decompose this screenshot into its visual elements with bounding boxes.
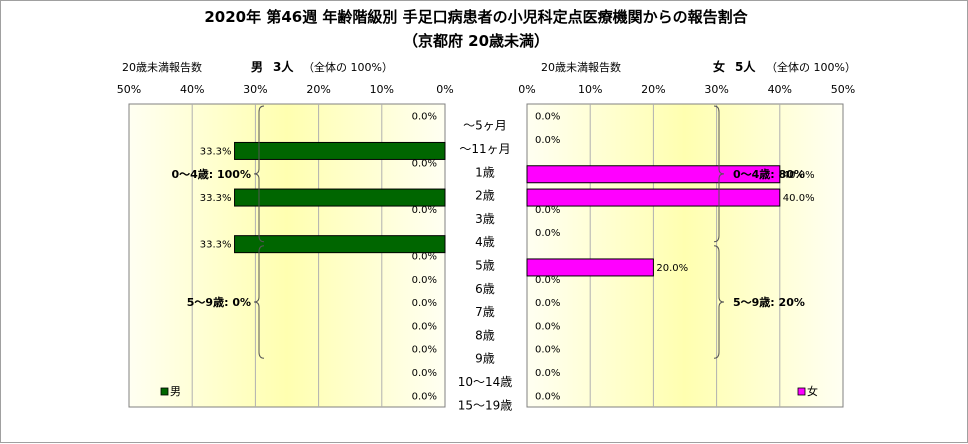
male-group-bracket [253, 105, 265, 243]
male-group-label: 0～4歳: 100% [171, 167, 251, 181]
age-category-label: ～5ヶ月 [463, 119, 507, 133]
male-value-label: 33.3% [200, 240, 232, 251]
male-legend-label: 男 [170, 385, 181, 398]
male-value-label: 0.0% [412, 368, 437, 379]
male-value-labels: 0.0% 33.3% 0.0% 33.3% 0.0% 33.3% 0.0% 0.0% 0.0% 0… [200, 112, 437, 403]
female-panel: 0% 10% 20% 30% 40% 50% 0.0%0.0%40.0%40.0%0.0%… [518, 83, 855, 408]
female-value-label: 0.0% [535, 391, 560, 402]
male-tick-label: 10% [370, 83, 394, 96]
female-group-label: 0～4歳: 80% [733, 167, 805, 181]
female-tick-label: 30% [704, 83, 728, 96]
left-header-note: （全体の 100%） [303, 60, 393, 74]
left-header-count: 3人 [273, 59, 294, 74]
male-tick-label: 0% [436, 83, 453, 96]
male-tick-label: 50% [117, 83, 141, 96]
female-bar [526, 258, 654, 277]
age-category-label: 5歳 [475, 258, 495, 272]
female-group-bracket [713, 105, 725, 243]
female-bar [526, 165, 781, 184]
right-header-count: 5人 [735, 59, 756, 74]
age-category-label: 4歳 [475, 235, 495, 249]
male-value-label: 33.3% [200, 146, 232, 157]
female-value-labels: 0.0% 0.0% 40.0% 40.0% 0.0% 0.0% 20.0% 0.0% 0.0% 0… [535, 112, 815, 403]
male-value-label: 0.0% [412, 158, 437, 169]
female-tick-label: 40% [768, 83, 792, 96]
male-legend-swatch [160, 387, 169, 396]
age-category-label: 1歳 [475, 165, 495, 179]
right-header-sex: 女 [713, 59, 725, 74]
male-value-label: 0.0% [412, 112, 437, 123]
male-bar [234, 235, 446, 254]
age-category-label: 6歳 [475, 282, 495, 296]
male-bar [234, 188, 446, 207]
male-value-label: 0.0% [412, 275, 437, 286]
male-tick-label: 30% [243, 83, 267, 96]
left-header-sex: 男 [251, 60, 263, 74]
male-tick-label: 40% [180, 83, 204, 96]
male-axis-ticks: 50% 40% 30% 20% 10% 0% [117, 83, 454, 96]
female-value-label: 0.0% [535, 298, 560, 309]
male-value-label: 0.0% [412, 298, 437, 309]
male-group-label: 5～9歳: 0% [187, 295, 251, 309]
female-bar [526, 188, 781, 207]
female-value-label: 0.0% [535, 275, 560, 286]
female-value-label: 0.0% [535, 205, 560, 216]
male-value-label: 0.0% [412, 321, 437, 332]
age-category-label: 10～14歳 [458, 375, 513, 389]
chart-subtitle: （京都府 20歳未満） [403, 32, 549, 50]
female-value-label: 0.0% [535, 321, 560, 332]
female-group-bracket [713, 245, 725, 359]
female-tick-label: 50% [831, 83, 855, 96]
right-header-note: （全体の 100%） [766, 60, 856, 74]
chart-title: 2020年 第46週 年齢階級別 手足口病患者の小児科定点医療機関からの報告割合 [204, 8, 748, 26]
left-header-label: 20歳未満報告数 [122, 61, 202, 74]
male-age-groups: 0～4歳: 100% 5～9歳: 0% [171, 105, 265, 359]
female-legend-swatch [797, 387, 806, 396]
male-bars [234, 141, 446, 254]
female-value-label: 0.0% [535, 368, 560, 379]
male-panel: 50% 40% 30% 20% 10% 0% 0.0%33.3%0.0%33.3%0.0%… [117, 83, 454, 408]
female-age-groups: 0～4歳: 80% 5～9歳: 20% [713, 105, 805, 359]
age-category-label: 7歳 [475, 305, 495, 319]
female-legend-label: 女 [807, 384, 818, 398]
age-category-label: 8歳 [475, 328, 495, 342]
male-value-label: 0.0% [412, 205, 437, 216]
female-value-label: 40.0% [783, 193, 815, 204]
male-group-bracket [253, 245, 265, 359]
male-value-label: 0.0% [412, 391, 437, 402]
female-tick-label: 0% [518, 83, 535, 96]
female-value-label: 20.0% [656, 263, 688, 274]
age-category-label: ～11ヶ月 [459, 142, 510, 156]
age-category-label: 15～19歳 [458, 398, 513, 412]
age-category-labels: ～5ヶ月 ～11ヶ月 1歳 2歳 3歳 4歳 5歳 6歳 7歳 8歳 9歳 10～14歳 15～19歳 [458, 119, 513, 413]
female-axis-ticks: 0% 10% 20% 30% 40% 50% [518, 83, 855, 96]
male-value-label: 33.3% [200, 193, 232, 204]
male-bar [234, 141, 446, 160]
age-category-label: 9歳 [475, 352, 495, 366]
male-value-label: 0.0% [412, 251, 437, 262]
age-category-label: 2歳 [475, 189, 495, 203]
right-header-label: 20歳未満報告数 [541, 61, 621, 74]
female-value-label: 40.0% [783, 170, 815, 181]
female-value-label: 0.0% [535, 228, 560, 239]
female-value-label: 0.0% [535, 135, 560, 146]
female-value-label: 0.0% [535, 345, 560, 356]
female-tick-label: 20% [641, 83, 665, 96]
female-plot-area [526, 103, 844, 408]
female-tick-label: 10% [578, 83, 602, 96]
female-value-label: 0.0% [535, 112, 560, 123]
male-value-label: 0.0% [412, 345, 437, 356]
female-bars [526, 165, 781, 277]
age-category-label: 3歳 [475, 212, 495, 226]
female-group-label: 5～9歳: 20% [733, 295, 805, 309]
male-tick-label: 20% [306, 83, 330, 96]
female-gridlines [589, 104, 781, 407]
